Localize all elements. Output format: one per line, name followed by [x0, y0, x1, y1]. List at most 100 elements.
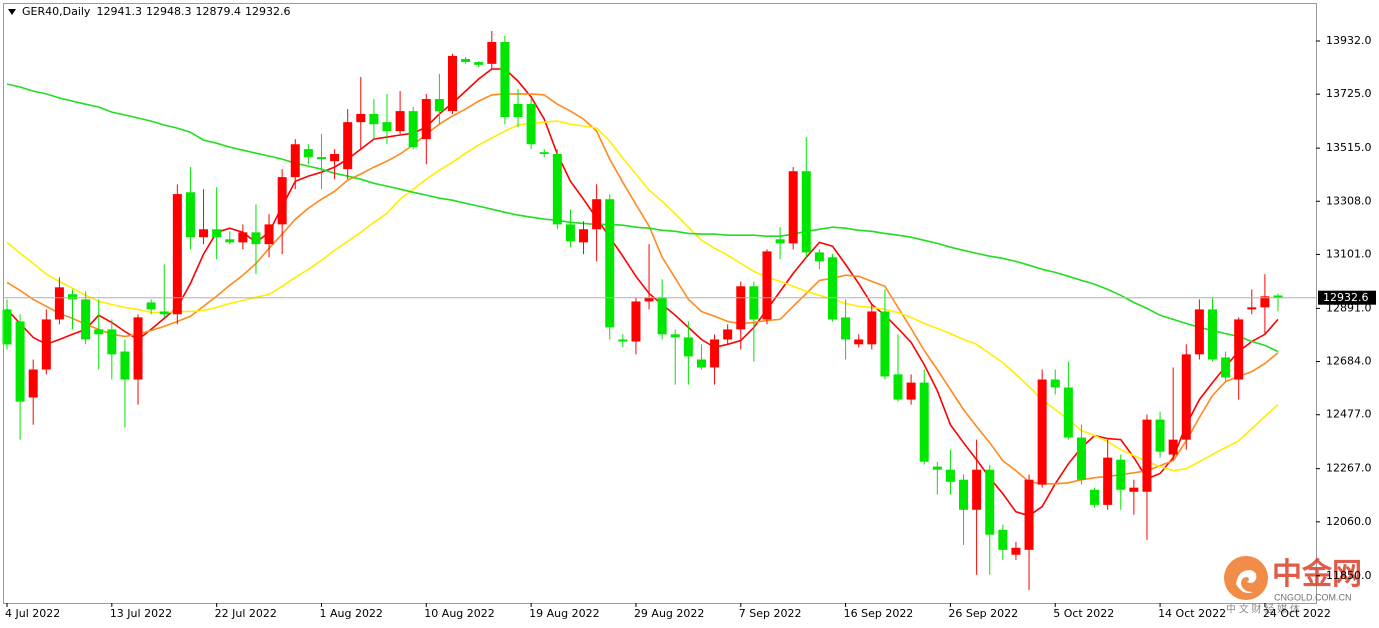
candle-body — [1207, 309, 1217, 360]
watermark-url: CNGOLD.COM.CN — [1274, 592, 1352, 602]
candle — [474, 61, 484, 67]
candle-body — [1037, 379, 1047, 485]
candle-body — [1090, 489, 1100, 505]
x-tick-label: 4 Jul 2022 — [5, 607, 60, 620]
candle — [1234, 317, 1244, 400]
candle — [972, 439, 982, 575]
candle-body — [107, 329, 117, 355]
candle — [185, 167, 195, 250]
candle — [1103, 439, 1113, 510]
symbol: GER40,Daily — [22, 5, 91, 18]
candle-body — [1103, 457, 1113, 505]
candle-body — [906, 382, 916, 400]
candle-body — [696, 359, 706, 368]
candle — [906, 374, 916, 405]
candle-body — [1194, 309, 1204, 355]
plot-border — [3, 3, 1317, 604]
candle — [1050, 369, 1060, 395]
candle — [513, 89, 523, 128]
candle — [28, 359, 38, 425]
candle-body — [985, 469, 995, 535]
logo-circle — [1224, 556, 1268, 600]
candle — [107, 319, 117, 380]
candle-body — [631, 301, 641, 342]
candle — [68, 289, 78, 330]
candle — [146, 299, 156, 315]
x-tick-label: 14 Oct 2022 — [1158, 607, 1226, 620]
candle-body — [212, 229, 222, 238]
watermark-brand: 中金网 — [1272, 557, 1362, 591]
candle — [867, 304, 877, 350]
x-tick-label: 16 Sep 2022 — [844, 607, 914, 620]
candle — [1037, 369, 1047, 488]
candle-body — [775, 239, 785, 244]
candle-body — [185, 192, 195, 238]
candle-body — [801, 171, 811, 253]
candle — [1155, 411, 1165, 458]
candle-body — [41, 319, 51, 370]
candle — [81, 291, 91, 345]
y-tick-label: 12477.0 — [1326, 408, 1372, 421]
x-tick-label: 22 Jul 2022 — [215, 607, 277, 620]
candle — [408, 107, 418, 150]
candle — [15, 314, 25, 440]
candle — [264, 214, 274, 258]
candle-body — [434, 99, 444, 112]
chart-header: GER40,Daily 12941.3 12948.3 12879.4 12932.6 — [22, 5, 290, 18]
candle — [434, 73, 444, 125]
candle-body — [919, 382, 929, 462]
collapse-arrow[interactable] — [8, 9, 16, 15]
candle-body — [723, 329, 733, 340]
candle — [2, 299, 12, 350]
candle-body — [448, 55, 458, 112]
ohlc-close: 12932.6 — [245, 5, 291, 18]
ohlc-low: 12879.4 — [195, 5, 241, 18]
candle-body — [579, 229, 589, 243]
candle — [1260, 274, 1270, 335]
candle-body — [736, 286, 746, 330]
candle-body — [316, 157, 326, 160]
y-tick-label: 12684.0 — [1326, 355, 1372, 368]
candle — [683, 321, 693, 385]
candle-body — [474, 62, 484, 65]
candle — [670, 329, 680, 385]
x-tick-label: 26 Sep 2022 — [948, 607, 1018, 620]
candle-body — [526, 103, 536, 145]
candle-body — [54, 287, 64, 320]
candle — [1011, 541, 1021, 560]
candle-body — [867, 311, 877, 345]
candle-body — [972, 469, 982, 510]
candle-body — [330, 154, 340, 162]
candle-body — [461, 58, 471, 63]
x-tick-label: 19 Aug 2022 — [529, 607, 599, 620]
candle — [54, 277, 64, 325]
candle — [1221, 351, 1231, 382]
watermark-tagline: 中 文 财 经 媒 体 — [1226, 603, 1300, 616]
candle — [316, 133, 326, 190]
candle-body — [854, 339, 864, 345]
y-tick-label: 13725.0 — [1326, 87, 1372, 100]
candle — [356, 76, 366, 150]
candle — [303, 144, 313, 165]
candle-body — [788, 171, 798, 244]
candle-body — [762, 251, 772, 320]
candle — [565, 209, 575, 248]
candle-body — [827, 257, 837, 320]
candle-body — [421, 99, 431, 140]
x-tick-label: 5 Oct 2022 — [1053, 607, 1114, 620]
candle-body — [710, 339, 720, 368]
y-tick-label: 13932.0 — [1326, 34, 1372, 47]
candle — [788, 167, 798, 250]
candle-body — [959, 479, 969, 510]
candle — [251, 204, 261, 275]
x-tick-label: 10 Aug 2022 — [424, 607, 494, 620]
candle — [421, 93, 431, 165]
x-tick-label: 1 Aug 2022 — [319, 607, 382, 620]
candle — [592, 184, 602, 262]
candle — [945, 449, 955, 495]
candle — [487, 30, 497, 69]
candle — [369, 99, 379, 140]
candle — [1090, 487, 1100, 508]
